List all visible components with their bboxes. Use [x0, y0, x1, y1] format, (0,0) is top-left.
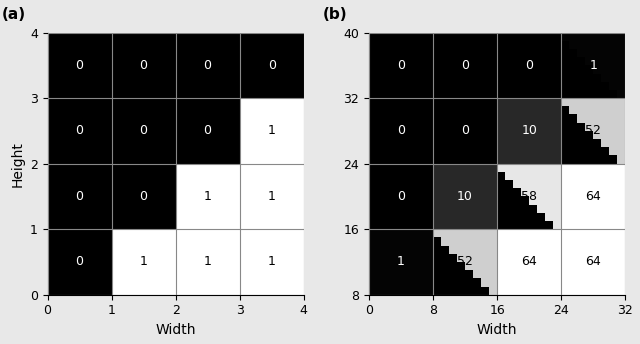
Text: 1: 1: [204, 190, 212, 203]
Bar: [497, 98, 561, 164]
Text: 0: 0: [140, 59, 148, 72]
Text: 52: 52: [585, 125, 601, 137]
Bar: [47, 164, 111, 229]
Bar: [561, 82, 609, 90]
Bar: [561, 123, 585, 131]
Text: 52: 52: [457, 256, 473, 269]
Bar: [369, 164, 433, 229]
X-axis label: Width: Width: [156, 323, 196, 337]
Text: 1: 1: [268, 256, 276, 269]
Bar: [561, 74, 601, 82]
Text: 1: 1: [589, 59, 597, 72]
Bar: [239, 33, 303, 98]
Text: 10: 10: [457, 190, 473, 203]
Text: 1: 1: [140, 256, 148, 269]
Bar: [561, 41, 569, 49]
Bar: [561, 155, 617, 164]
Bar: [561, 33, 625, 98]
Text: 1: 1: [268, 190, 276, 203]
Bar: [239, 164, 303, 229]
Text: 0: 0: [204, 59, 212, 72]
Text: 0: 0: [461, 125, 469, 137]
Bar: [497, 188, 521, 196]
Text: 0: 0: [140, 190, 148, 203]
Text: 0: 0: [397, 59, 405, 72]
Bar: [433, 229, 497, 295]
Bar: [111, 229, 175, 295]
Bar: [175, 164, 239, 229]
Bar: [561, 139, 601, 147]
Text: 0: 0: [268, 59, 276, 72]
Bar: [433, 237, 441, 246]
Bar: [47, 229, 111, 295]
Text: 0: 0: [525, 59, 533, 72]
Text: 1: 1: [204, 256, 212, 269]
Text: 0: 0: [397, 190, 405, 203]
Bar: [497, 213, 545, 221]
Bar: [561, 98, 625, 164]
Bar: [561, 147, 609, 155]
Text: 1: 1: [268, 125, 276, 137]
Bar: [497, 229, 561, 295]
Bar: [497, 196, 529, 205]
Bar: [561, 65, 593, 74]
Bar: [433, 246, 449, 254]
Bar: [561, 90, 617, 98]
Text: 10: 10: [521, 125, 537, 137]
Text: (a): (a): [1, 7, 26, 22]
Bar: [369, 229, 433, 295]
Bar: [433, 262, 465, 270]
Text: 1: 1: [397, 256, 405, 269]
Bar: [561, 164, 625, 229]
Bar: [561, 131, 593, 139]
Bar: [111, 164, 175, 229]
Text: 64: 64: [586, 256, 601, 269]
Text: 64: 64: [586, 190, 601, 203]
Bar: [497, 164, 561, 229]
Bar: [497, 221, 553, 229]
Bar: [433, 254, 457, 262]
Text: 0: 0: [76, 190, 84, 203]
Bar: [47, 33, 111, 98]
Bar: [433, 164, 497, 229]
Bar: [497, 172, 505, 180]
Bar: [239, 98, 303, 164]
Text: 0: 0: [140, 125, 148, 137]
Bar: [497, 33, 561, 98]
Text: 58: 58: [521, 190, 537, 203]
Text: 0: 0: [204, 125, 212, 137]
Bar: [433, 33, 497, 98]
Text: 0: 0: [397, 125, 405, 137]
Text: 0: 0: [76, 125, 84, 137]
Text: 0: 0: [461, 59, 469, 72]
Bar: [561, 49, 577, 57]
Text: 0: 0: [76, 256, 84, 269]
Bar: [561, 106, 569, 115]
Bar: [111, 33, 175, 98]
Bar: [175, 33, 239, 98]
Bar: [497, 180, 513, 188]
Y-axis label: Height: Height: [10, 141, 24, 186]
Text: 0: 0: [76, 59, 84, 72]
Bar: [433, 98, 497, 164]
Bar: [175, 98, 239, 164]
Bar: [369, 33, 433, 98]
Bar: [561, 229, 625, 295]
Bar: [47, 98, 111, 164]
Bar: [369, 98, 433, 164]
Bar: [175, 229, 239, 295]
Text: 64: 64: [521, 256, 537, 269]
Bar: [433, 270, 473, 278]
Bar: [561, 115, 577, 123]
Text: (b): (b): [323, 7, 348, 22]
Bar: [111, 98, 175, 164]
Bar: [239, 229, 303, 295]
Bar: [561, 57, 585, 65]
Bar: [433, 287, 489, 295]
Bar: [497, 205, 537, 213]
X-axis label: Width: Width: [477, 323, 517, 337]
Bar: [433, 278, 481, 287]
